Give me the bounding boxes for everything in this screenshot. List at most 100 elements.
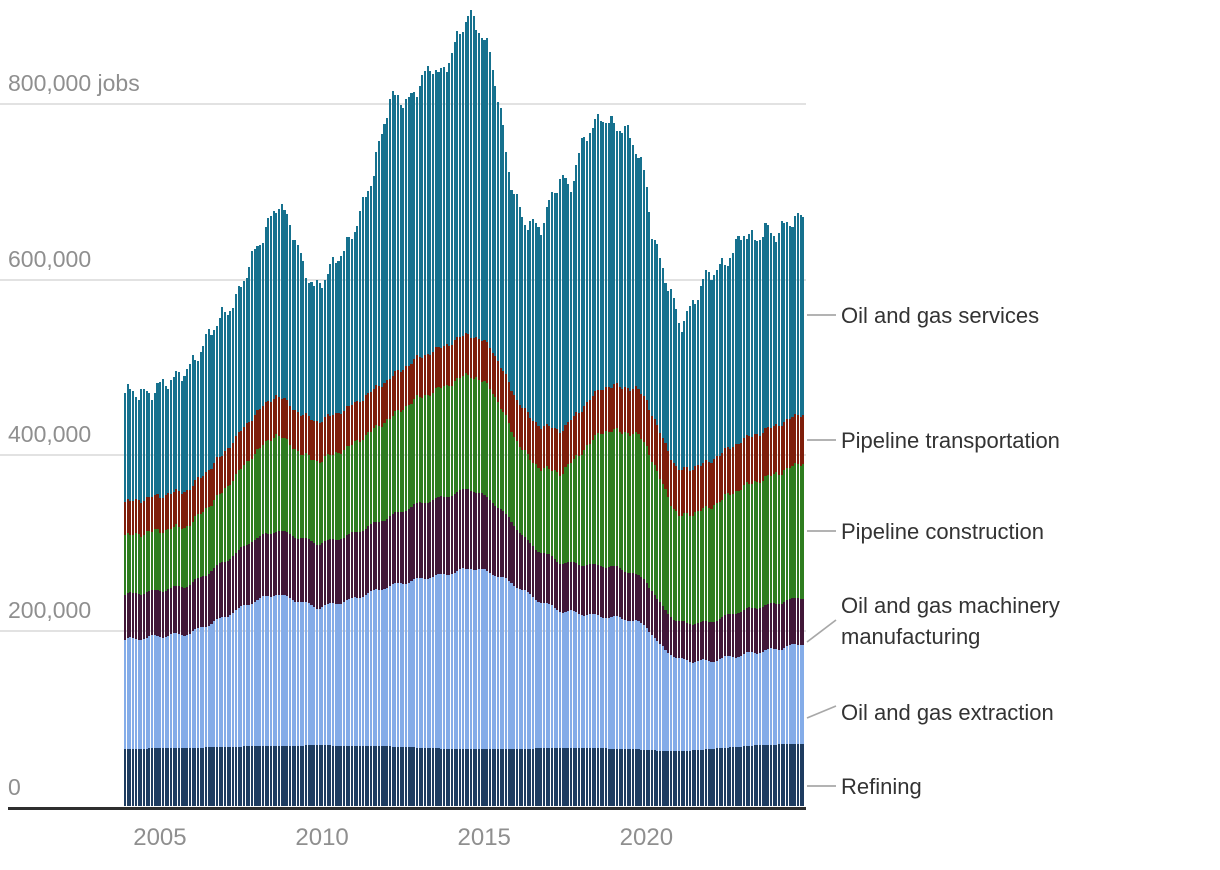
bar-segment bbox=[205, 471, 208, 509]
bar-segment bbox=[418, 85, 421, 357]
bar bbox=[532, 219, 535, 806]
bar-segment bbox=[550, 192, 554, 429]
bar-segment bbox=[256, 746, 259, 806]
bar-segment bbox=[786, 418, 789, 468]
bar-segment bbox=[415, 577, 418, 748]
bar-segment bbox=[440, 388, 443, 497]
bar-segment bbox=[713, 622, 716, 662]
bar-segment bbox=[134, 593, 137, 639]
bar-segment bbox=[683, 320, 686, 468]
bar-segment bbox=[591, 613, 594, 749]
bar-segment bbox=[680, 620, 683, 658]
bar-segment bbox=[175, 748, 178, 806]
series-label-pipeline-transportation: Pipeline transportation bbox=[841, 428, 1060, 453]
bar-segment bbox=[126, 384, 129, 500]
bar-segment bbox=[502, 577, 505, 749]
bar-segment bbox=[742, 653, 745, 747]
bar-segment bbox=[188, 525, 191, 586]
bar-segment bbox=[142, 748, 145, 806]
bar-segment bbox=[677, 469, 681, 516]
bar-segment bbox=[634, 153, 637, 387]
bar-segment bbox=[183, 747, 186, 806]
bar-segment bbox=[672, 509, 675, 620]
bar-segment bbox=[232, 746, 235, 806]
bar-segment bbox=[575, 455, 578, 564]
bar-segment bbox=[221, 562, 224, 618]
bar-segment bbox=[556, 193, 559, 430]
bar-segment bbox=[275, 595, 278, 746]
bar-segment bbox=[667, 613, 670, 653]
bar-segment bbox=[305, 277, 308, 414]
bar-segment bbox=[448, 497, 451, 576]
bar-segment bbox=[332, 603, 335, 746]
bar-segment bbox=[378, 386, 381, 426]
bar-segment bbox=[764, 475, 767, 606]
bar-segment bbox=[196, 477, 200, 514]
bar-segment bbox=[491, 394, 494, 504]
bar-segment bbox=[564, 467, 567, 564]
bar-segment bbox=[391, 584, 394, 747]
bar bbox=[469, 9, 472, 806]
bar-segment bbox=[688, 470, 691, 517]
bar-segment bbox=[167, 493, 170, 529]
bar-segment bbox=[405, 99, 408, 367]
bar-segment bbox=[507, 172, 510, 383]
bar-segment bbox=[578, 412, 581, 456]
bar-segment bbox=[580, 455, 583, 566]
bar-segment bbox=[223, 561, 227, 617]
bar-segment bbox=[437, 387, 440, 497]
bar-segment bbox=[172, 748, 175, 806]
bar-segment bbox=[321, 422, 324, 462]
bar-segment bbox=[632, 620, 635, 750]
bar-segment bbox=[756, 240, 759, 434]
bar bbox=[742, 236, 745, 806]
bar-segment bbox=[213, 499, 216, 569]
bar-segment bbox=[583, 566, 586, 616]
bar-segment bbox=[299, 538, 302, 603]
bar-segment bbox=[280, 530, 283, 595]
bar-segment bbox=[748, 651, 751, 746]
bar-segment bbox=[732, 614, 735, 658]
bar-segment bbox=[737, 443, 740, 491]
bar-segment bbox=[510, 748, 513, 806]
bar bbox=[756, 240, 759, 806]
bar-segment bbox=[423, 70, 427, 356]
bar-segment bbox=[413, 358, 416, 399]
bar-segment bbox=[323, 541, 327, 605]
bar-segment bbox=[194, 579, 197, 629]
bar-segment bbox=[440, 347, 443, 389]
bar-segment bbox=[537, 602, 540, 749]
bar-segment bbox=[696, 511, 699, 624]
bar bbox=[388, 98, 391, 806]
bar bbox=[307, 283, 310, 806]
bar-segment bbox=[548, 426, 551, 469]
bar bbox=[340, 255, 343, 806]
bar-segment bbox=[513, 395, 516, 437]
bar-segment bbox=[134, 498, 137, 533]
bar bbox=[326, 274, 329, 806]
bar-segment bbox=[323, 279, 327, 417]
bar-segment bbox=[580, 615, 583, 749]
bar-segment bbox=[529, 220, 532, 419]
bar bbox=[402, 107, 405, 806]
bar-segment bbox=[456, 30, 459, 338]
bar bbox=[356, 226, 359, 806]
bar-segment bbox=[278, 594, 281, 746]
bar-segment bbox=[275, 745, 278, 806]
bar-segment bbox=[405, 747, 408, 806]
bar-segment bbox=[180, 381, 183, 494]
bar-segment bbox=[486, 341, 489, 383]
bar-segment bbox=[405, 510, 408, 584]
bar-segment bbox=[367, 432, 370, 527]
bar-segment bbox=[732, 252, 735, 448]
bar-segment bbox=[159, 591, 162, 638]
bar bbox=[199, 352, 202, 806]
bar-segment bbox=[686, 467, 689, 514]
bar-segment bbox=[296, 244, 300, 412]
bar-segment bbox=[351, 745, 354, 806]
bar-segment bbox=[540, 428, 543, 471]
bar-segment bbox=[240, 469, 243, 548]
bar-segment bbox=[286, 596, 289, 746]
bar-segment bbox=[391, 376, 394, 416]
bar-segment bbox=[529, 418, 532, 460]
